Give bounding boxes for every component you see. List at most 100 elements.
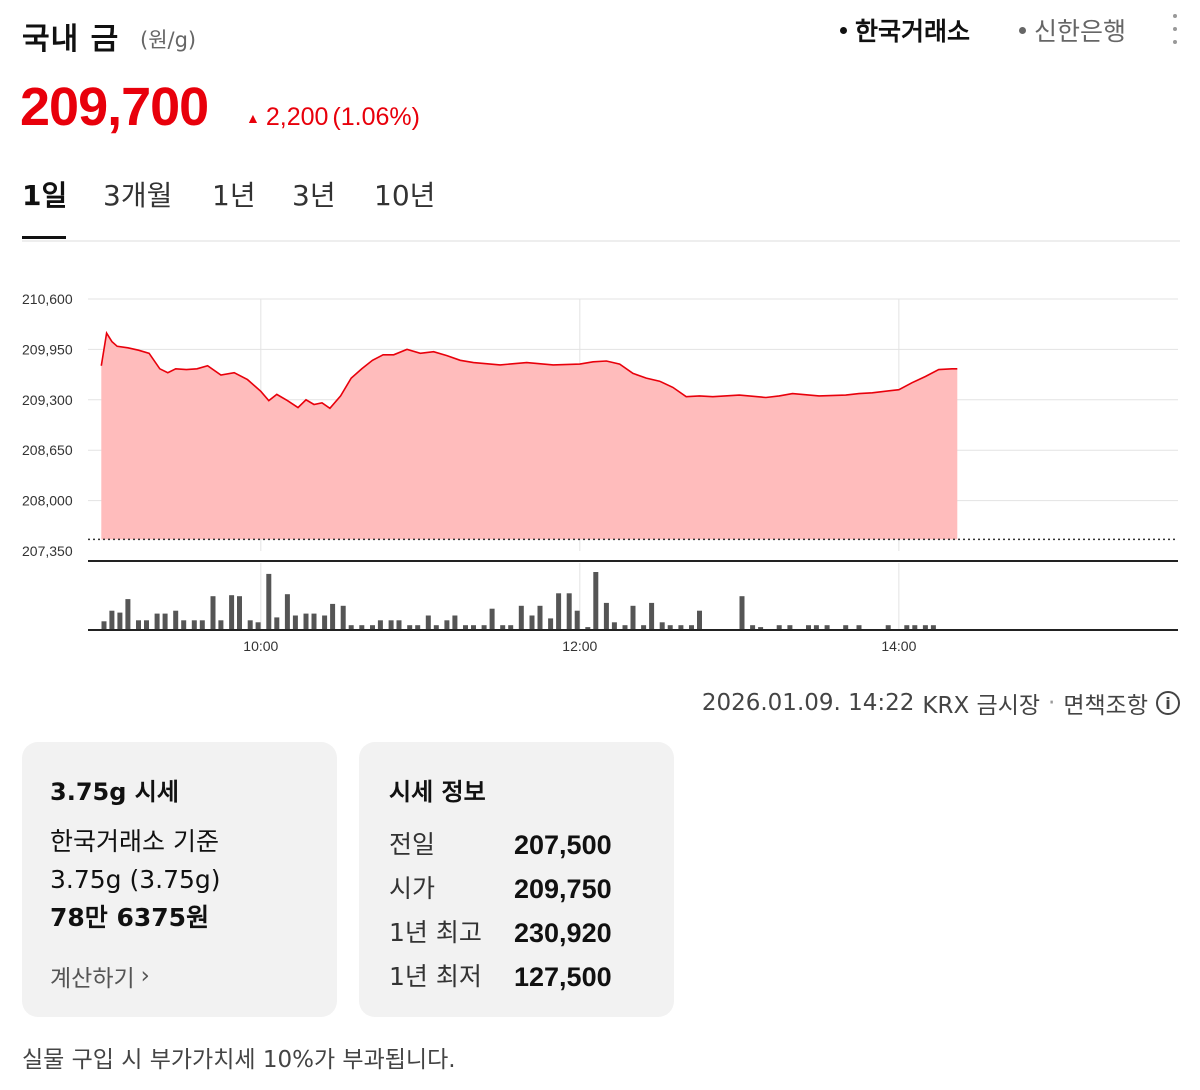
tab-1day[interactable]: 1일 (22, 179, 68, 212)
y-tick-label: 209,950 (22, 341, 73, 357)
volume-bar (210, 596, 216, 630)
tab-10years[interactable]: 10년 (374, 179, 436, 212)
volume-bar (481, 625, 487, 630)
info-label: 시가 (389, 874, 436, 903)
volume-bar (229, 595, 235, 630)
volume-bar (340, 605, 346, 630)
source-label: 신한은행 (1034, 17, 1127, 46)
volume-bar (641, 625, 647, 630)
up-arrow-icon: ▲ (246, 109, 260, 126)
card-title: 시세 정보 (389, 778, 486, 806)
volume-bar (191, 620, 197, 630)
period-tabs: 1일 3개월 1년 3년 10년 (22, 172, 1180, 242)
volume-bar (292, 615, 298, 630)
disclaimer-link[interactable]: 면책조항 (1063, 693, 1148, 719)
bullet-icon (840, 26, 847, 34)
volume-bar (667, 625, 673, 630)
volume-bar (452, 615, 458, 630)
volume-bar (237, 596, 242, 630)
volume-bar (396, 620, 402, 630)
volume-bar (787, 625, 793, 630)
volume-bar (574, 610, 580, 630)
volume-bar (415, 625, 421, 630)
x-tick-label: 14:00 (881, 638, 916, 654)
volume-bar (593, 572, 599, 630)
y-tick-label: 209,300 (22, 392, 73, 408)
volume-bar (739, 596, 745, 630)
volume-bar (930, 625, 936, 630)
change-percent: (1.06%) (332, 103, 420, 131)
source-label: 한국거래소 (855, 17, 971, 46)
source-tab-krx[interactable]: 한국거래소 (840, 12, 970, 48)
volume-bar (489, 608, 495, 630)
volume-bar (556, 593, 562, 630)
more-menu-icon[interactable] (1166, 14, 1184, 44)
amount-text: 3.75g (3.75g) (50, 865, 221, 894)
volume-bar (199, 620, 205, 630)
tab-3years[interactable]: 3년 (292, 179, 336, 212)
volume-bar (274, 617, 280, 630)
volume-bar (109, 610, 115, 630)
volume-bar (266, 573, 272, 630)
volume-bar (529, 615, 535, 630)
volume-bar (125, 599, 131, 630)
volume-bar (181, 620, 187, 630)
info-label: 전일 (389, 830, 436, 859)
volume-bar (136, 620, 141, 630)
volume-bar (444, 620, 450, 630)
volume-bar (425, 615, 431, 630)
volume-bar (689, 625, 694, 630)
volume-bar (330, 603, 336, 630)
x-tick-label: 10:00 (243, 638, 278, 654)
volume-bar (311, 613, 317, 630)
info-row: 전일 207,500 (389, 823, 674, 867)
volume-bar (659, 622, 665, 630)
info-value: 209,750 (514, 874, 612, 904)
current-price: 209,700 (20, 77, 209, 137)
price-chart[interactable]: 210,600 209,950 209,300 208,650 208,000 207,3… (0, 280, 1200, 670)
volume-bar (433, 625, 439, 630)
value-text: 78만 6375원 (50, 903, 210, 932)
y-tick-label: 207,350 (22, 543, 73, 559)
volume-bar (856, 625, 862, 630)
info-value: 127,500 (514, 962, 612, 992)
volume-bar (750, 625, 756, 630)
volume-bar (359, 625, 365, 630)
chevron-right-icon: › (140, 963, 150, 989)
volume-bar (649, 602, 655, 630)
price-area (101, 333, 958, 540)
unit-label: (원/g) (140, 28, 197, 52)
volume-bar (611, 622, 617, 630)
volume-bar (508, 625, 514, 630)
volume-bar (885, 625, 891, 630)
info-label: 1년 최저 (389, 962, 482, 991)
active-tab-indicator (22, 236, 66, 239)
separator-dot: · (1048, 690, 1056, 716)
change-amount: 2,200 (265, 103, 329, 131)
volume-bar (518, 605, 524, 630)
volume-bar (370, 625, 375, 630)
volume-bar (922, 625, 928, 630)
volume-bar (144, 620, 149, 630)
volume-bar (173, 610, 179, 630)
info-value: 207,500 (514, 830, 612, 860)
info-value: 230,920 (514, 918, 612, 948)
tab-1year[interactable]: 1년 (212, 179, 256, 212)
y-tick-label: 208,650 (22, 442, 73, 458)
volume-bar (377, 620, 383, 630)
tab-3months[interactable]: 3개월 (103, 179, 173, 212)
volume-bar (303, 613, 309, 630)
volume-bar (806, 625, 811, 630)
volume-bar (218, 620, 224, 630)
volume-bar (500, 625, 506, 630)
volume-bar (162, 613, 168, 630)
volume-bar (776, 625, 782, 630)
volume-bar (630, 605, 636, 630)
volume-bar (388, 620, 394, 630)
volume-bar (622, 625, 628, 630)
volume-bar (101, 621, 107, 630)
volume-bar (912, 625, 918, 630)
info-icon[interactable]: i (1156, 691, 1180, 715)
calculate-link[interactable]: 계산하기 › (50, 959, 337, 993)
source-tab-shinhan[interactable]: 신한은행 (1019, 12, 1126, 48)
